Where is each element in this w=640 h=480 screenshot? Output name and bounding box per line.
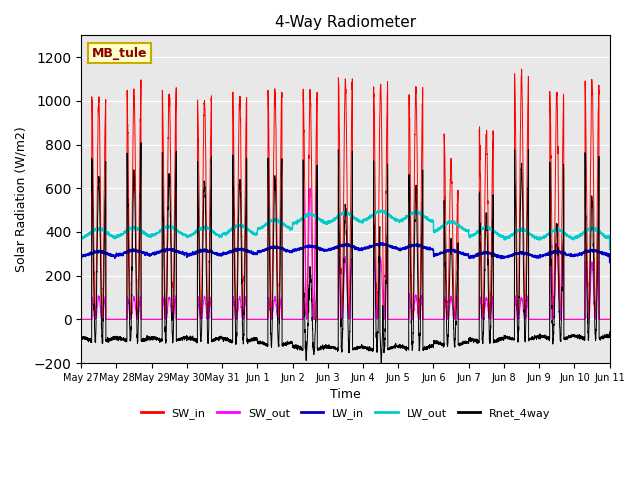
- SW_in: [326, 316, 333, 322]
- Rnet_4way: [172, 149, 180, 155]
- Rnet_4way: [494, 336, 502, 342]
- LW_in: [494, 252, 502, 258]
- SW_in: [172, 88, 180, 94]
- Text: MB_tule: MB_tule: [92, 47, 147, 60]
- LW_in: [605, 251, 613, 257]
- SW_in: [435, 316, 442, 322]
- Rnet_4way: [605, 334, 613, 339]
- X-axis label: Time: Time: [330, 388, 361, 401]
- LW_out: [464, 228, 472, 234]
- LW_in: [464, 252, 472, 258]
- LW_out: [435, 226, 442, 231]
- LW_out: [379, 207, 387, 213]
- LW_in: [77, 253, 85, 259]
- Line: Rnet_4way: Rnet_4way: [81, 143, 610, 363]
- Rnet_4way: [606, 329, 614, 335]
- Rnet_4way: [137, 140, 145, 145]
- SW_in: [605, 316, 613, 322]
- SW_out: [435, 316, 442, 322]
- SW_out: [77, 316, 85, 322]
- LW_out: [606, 247, 614, 252]
- SW_in: [77, 316, 85, 322]
- SW_out: [326, 316, 333, 322]
- Legend: SW_in, SW_out, LW_in, LW_out, Rnet_4way: SW_in, SW_out, LW_in, LW_out, Rnet_4way: [136, 403, 555, 423]
- Line: SW_in: SW_in: [81, 69, 610, 319]
- Title: 4-Way Radiometer: 4-Way Radiometer: [275, 15, 416, 30]
- SW_out: [605, 316, 613, 322]
- LW_in: [379, 240, 387, 245]
- LW_in: [326, 248, 333, 253]
- SW_in: [464, 316, 472, 322]
- Line: LW_in: LW_in: [81, 242, 610, 263]
- LW_out: [494, 232, 502, 238]
- LW_in: [435, 251, 442, 256]
- Line: SW_out: SW_out: [81, 187, 610, 319]
- Y-axis label: Solar Radiation (W/m2): Solar Radiation (W/m2): [15, 126, 28, 272]
- Line: LW_out: LW_out: [81, 210, 610, 250]
- SW_out: [606, 316, 614, 322]
- Rnet_4way: [435, 339, 442, 345]
- LW_in: [172, 249, 180, 255]
- SW_in: [493, 316, 501, 322]
- LW_out: [172, 227, 180, 232]
- SW_in: [606, 316, 614, 322]
- Rnet_4way: [378, 360, 385, 366]
- Rnet_4way: [77, 334, 85, 340]
- Rnet_4way: [464, 340, 472, 346]
- SW_out: [494, 316, 502, 322]
- SW_out: [300, 184, 307, 190]
- SW_in: [518, 66, 525, 72]
- Rnet_4way: [326, 343, 333, 348]
- LW_out: [605, 233, 613, 239]
- LW_out: [326, 218, 333, 224]
- LW_out: [77, 236, 85, 241]
- SW_out: [172, 316, 180, 322]
- SW_out: [464, 316, 472, 322]
- LW_in: [606, 260, 614, 265]
